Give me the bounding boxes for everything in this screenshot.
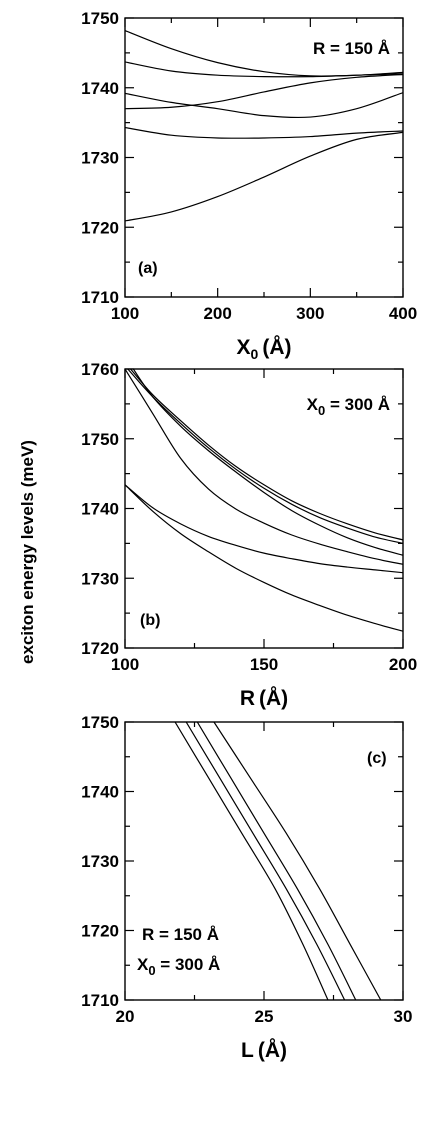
energy-level-curve-1 [130,369,403,541]
x-tick-label: 20 [116,1007,135,1026]
annotation-subscript: 0 [318,403,325,418]
panel-label: (b) [140,612,160,629]
x-tick-label: 25 [255,1007,274,1026]
y-tick-label: 1760 [81,360,119,379]
y-tick-label: 1750 [81,430,119,449]
x-tick-label: 200 [203,304,231,323]
energy-level-curve-5 [125,484,403,574]
energy-level-curve-4 [213,722,382,1000]
energy-level-curve-2 [127,369,403,544]
x-axis-label-symbol: X [237,336,251,359]
x-axis-label-symbol: L [241,1039,254,1062]
x-axis-label-unit: (Å) [258,1038,287,1062]
energy-level-curve-2 [125,61,403,78]
x-axis-label: R (Å) [240,686,288,710]
energy-level-curve-3 [196,722,357,1000]
x-tick-label: 300 [296,304,324,323]
energy-level-curve-4 [125,73,403,110]
y-tick-label: 1710 [81,288,119,307]
panel-label: (a) [138,260,158,277]
y-tick-label: 1750 [81,713,119,732]
chart-panel-1: 1710 1720 1730 1740 1750 100 200 300 400 X0 (Å) R =… [81,9,417,362]
y-tick-label: 1710 [81,991,119,1010]
parameter-annotation: R = 150 Å [313,39,390,58]
energy-level-curve-3 [132,369,403,556]
annotation-symbol: X [137,955,149,974]
parameter-annotation: R = 150 Å [142,925,219,944]
y-tick-label: 1730 [81,149,119,168]
x-axis-label-unit: (Å) [262,335,291,359]
x-tick-label: 400 [389,304,417,323]
energy-level-curve-6 [125,484,403,632]
y-tick-label: 1750 [81,9,119,28]
y-tick-label: 1730 [81,852,119,871]
y-tick-label: 1730 [81,569,119,588]
x-axis-label-symbol: R [240,687,255,710]
chart-panel-3: 1710 1720 1730 1740 1750 20 25 30 L (Å) R = 150 Å X… [81,713,412,1062]
x-tick-label: 100 [111,304,139,323]
parameter-annotation: X0 = 300 Å [307,395,390,418]
energy-level-curve-2 [185,722,346,1000]
x-tick-label: 30 [394,1007,413,1026]
chart-panel-2: 1720 1730 1740 1750 1760 100 150 200 R (Å) X0 = 30… [81,360,417,710]
y-tick-label: 1740 [81,783,119,802]
x-axis-label-subscript: 0 [251,346,259,362]
annotation-rest: = 300 Å [156,955,221,974]
energy-level-curve-6 [125,131,403,222]
annotation-symbol: X [307,395,319,414]
shared-y-axis-label: exciton energy levels (meV) [18,440,37,664]
panel-label: (c) [367,750,387,767]
x-tick-label: 200 [389,655,417,674]
energy-level-curve-4 [125,369,403,565]
parameter-annotation: X0 = 300 Å [137,955,220,978]
energy-level-curve-1 [174,722,329,1000]
annotation-subscript: 0 [148,963,155,978]
x-tick-label: 150 [250,655,278,674]
y-tick-label: 1740 [81,79,119,98]
x-axis-label: X0 (Å) [237,335,292,362]
x-axis-label-unit: (Å) [259,686,288,710]
x-axis-label: L (Å) [241,1038,287,1062]
y-tick-label: 1720 [81,639,119,658]
energy-level-curve-5 [125,126,403,139]
plot-frame [124,17,404,298]
y-tick-label: 1720 [81,218,119,237]
x-tick-label: 100 [111,655,139,674]
energy-level-curve-3 [125,92,403,119]
annotation-rest: = 300 Å [325,395,390,414]
y-tick-label: 1740 [81,500,119,519]
y-tick-label: 1720 [81,922,119,941]
